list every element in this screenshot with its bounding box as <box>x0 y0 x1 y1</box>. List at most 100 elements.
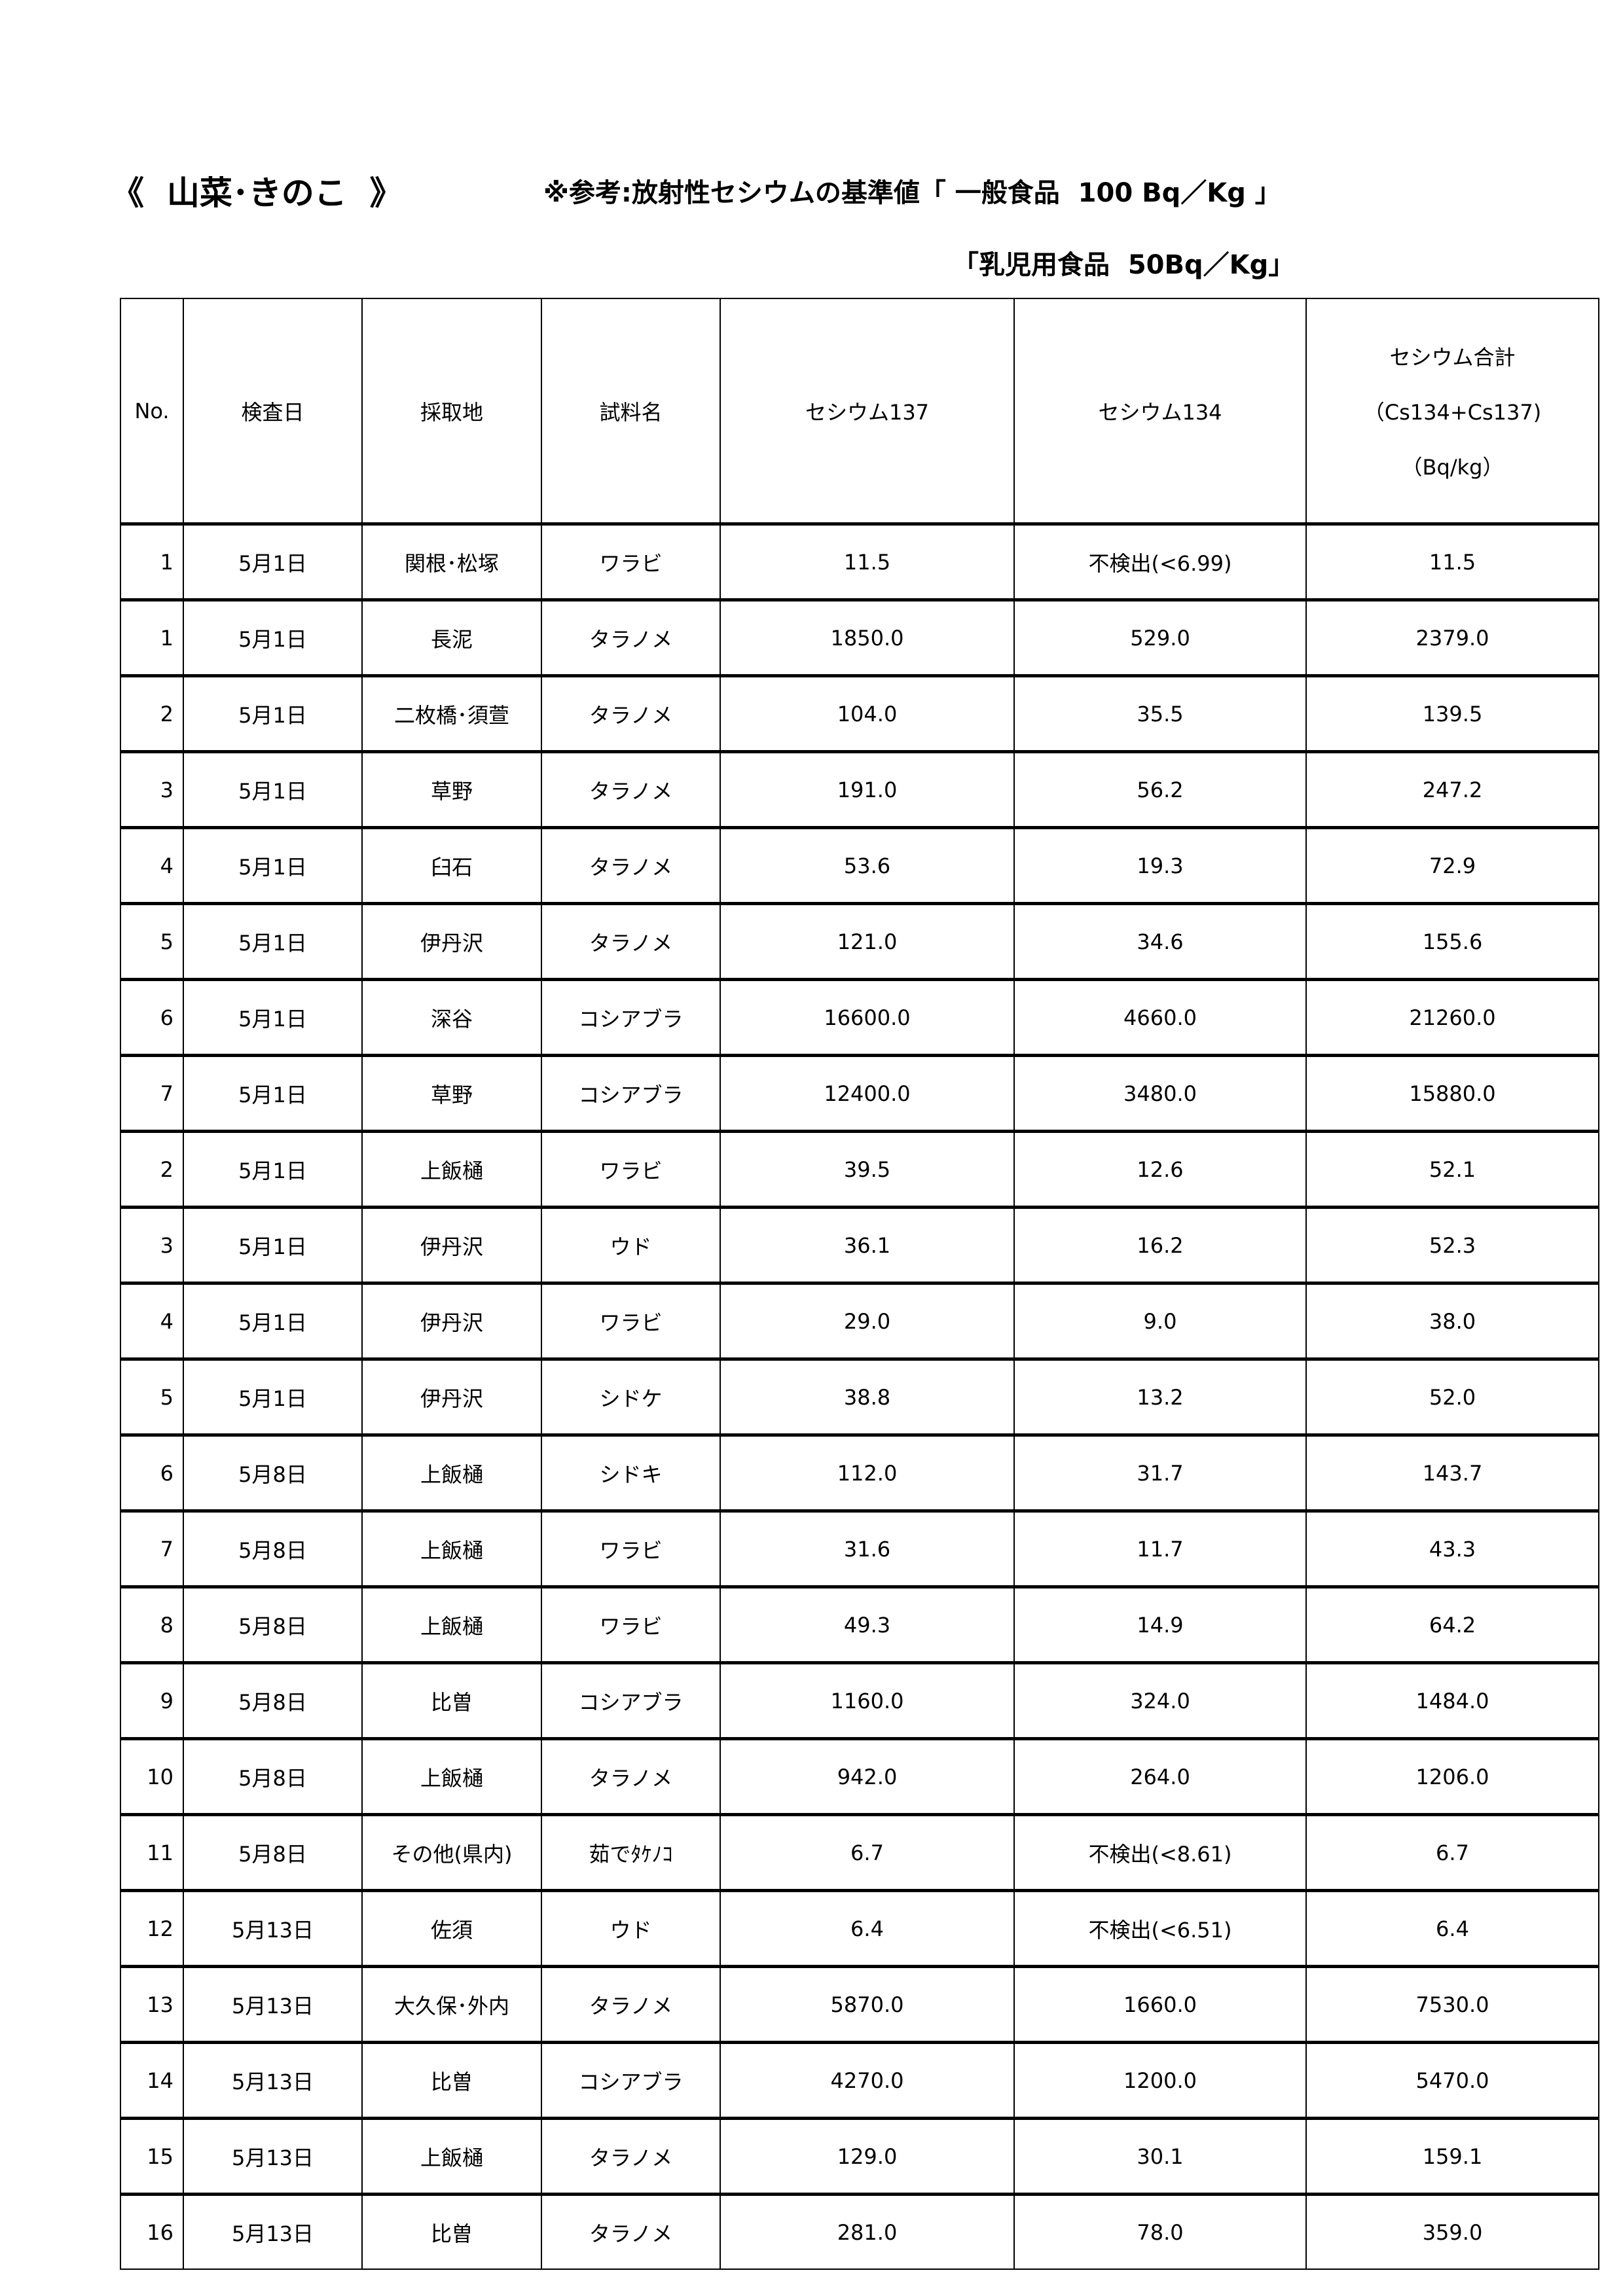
header-cs134: セシウム134 <box>1013 298 1307 525</box>
cell-cs134: 14.9 <box>1013 1585 1307 1664</box>
cell-total: 7530.0 <box>1305 1965 1599 2043</box>
cell-no: 6 <box>120 1433 184 1512</box>
table-row: 5 5月1日 伊丹沢 シドケ 38.8 13.2 52.0 <box>120 1357 1599 1436</box>
cell-sample: タラノメ <box>541 750 721 829</box>
cell-location: 大久保･外内 <box>361 1965 542 2043</box>
cell-cs137: 1850.0 <box>720 598 1015 677</box>
cell-location: 関根･松塚 <box>361 522 542 601</box>
cell-location: 長泥 <box>361 598 542 677</box>
cell-cs137: 49.3 <box>720 1585 1015 1664</box>
cell-cs134: 324.0 <box>1013 1661 1307 1740</box>
cell-no: 3 <box>120 750 184 829</box>
cell-no: 7 <box>120 1509 184 1588</box>
cell-total: 6.7 <box>1305 1813 1599 1892</box>
cell-location: 上飯樋 <box>361 1737 542 1816</box>
cell-cs137: 104.0 <box>720 674 1015 753</box>
cell-total: 38.0 <box>1305 1282 1599 1360</box>
cell-date: 5月8日 <box>183 1585 363 1664</box>
cell-cs134: 12.6 <box>1013 1130 1307 1208</box>
table-row: 4 5月1日 伊丹沢 ワラビ 29.0 9.0 38.0 <box>120 1282 1599 1360</box>
table-row: 15 5月13日 上飯樋 タラノメ 129.0 30.1 159.1 <box>120 2117 1599 2195</box>
cell-cs134: 4660.0 <box>1013 978 1307 1056</box>
cell-no: 3 <box>120 1206 184 1284</box>
cesium-results-table: No. 検査日 採取地 試料名 セシウム137 セシウム134 セシウム合計 （… <box>120 298 1599 2270</box>
cell-date: 5月1日 <box>183 1054 363 1132</box>
cell-location: 伊丹沢 <box>361 1282 542 1360</box>
cell-sample: シドケ <box>541 1357 721 1436</box>
cell-no: 9 <box>120 1661 184 1740</box>
cell-cs134: 529.0 <box>1013 598 1307 677</box>
cell-date: 5月1日 <box>183 902 363 980</box>
cell-date: 5月8日 <box>183 1433 363 1512</box>
cell-location: 上飯樋 <box>361 1509 542 1588</box>
cell-date: 5月1日 <box>183 1357 363 1436</box>
header-date: 検査日 <box>183 298 363 525</box>
table-row: 3 5月1日 伊丹沢 ウド 36.1 16.2 52.3 <box>120 1206 1599 1284</box>
cell-location: 比曽 <box>361 2193 542 2270</box>
cell-date: 5月8日 <box>183 1737 363 1816</box>
cell-cs137: 942.0 <box>720 1737 1015 1816</box>
table-row: 5 5月1日 伊丹沢 タラノメ 121.0 34.6 155.6 <box>120 902 1599 980</box>
cell-cs137: 12400.0 <box>720 1054 1015 1132</box>
cell-no: 14 <box>120 2041 184 2119</box>
reference-general-food: ※参考:放射性セシウムの基準値「 一般食品 100 Bq／Kg 」 <box>543 178 1281 208</box>
cell-date: 5月8日 <box>183 1509 363 1588</box>
cell-cs137: 1160.0 <box>720 1661 1015 1740</box>
cell-sample: タラノメ <box>541 902 721 980</box>
cell-no: 1 <box>120 522 184 601</box>
cell-total: 247.2 <box>1305 750 1599 829</box>
cell-location: 草野 <box>361 750 542 829</box>
table-row: 2 5月1日 二枚橋･須萱 タラノメ 104.0 35.5 139.5 <box>120 674 1599 753</box>
cell-location: 比曽 <box>361 2041 542 2119</box>
cell-total: 43.3 <box>1305 1509 1599 1588</box>
header-total: セシウム合計 （Cs134+Cs137) （Bq/kg） <box>1305 298 1599 525</box>
cell-total: 5470.0 <box>1305 2041 1599 2119</box>
cell-total: 2379.0 <box>1305 598 1599 677</box>
cell-location: 上飯樋 <box>361 2117 542 2195</box>
cell-location: その他(県内) <box>361 1813 542 1892</box>
table-row: 11 5月8日 その他(県内) 茹でﾀｹﾉｺ 6.7 不検出(<8.61) 6.7 <box>120 1813 1599 1892</box>
cell-total: 139.5 <box>1305 674 1599 753</box>
cell-location: 深谷 <box>361 978 542 1056</box>
cell-total: 1484.0 <box>1305 1661 1599 1740</box>
cell-sample: コシアブラ <box>541 978 721 1056</box>
cell-total: 15880.0 <box>1305 1054 1599 1132</box>
table-row: 3 5月1日 草野 タラノメ 191.0 56.2 247.2 <box>120 750 1599 829</box>
cell-date: 5月1日 <box>183 674 363 753</box>
cell-location: 比曽 <box>361 1661 542 1740</box>
cell-date: 5月1日 <box>183 1130 363 1208</box>
cell-total: 155.6 <box>1305 902 1599 980</box>
cell-no: 2 <box>120 674 184 753</box>
cell-date: 5月13日 <box>183 1889 363 1967</box>
cell-location: 臼石 <box>361 826 542 905</box>
cell-no: 4 <box>120 1282 184 1360</box>
cell-cs137: 39.5 <box>720 1130 1015 1208</box>
cell-date: 5月13日 <box>183 2041 363 2119</box>
cell-cs134: 11.7 <box>1013 1509 1307 1588</box>
cell-no: 7 <box>120 1054 184 1132</box>
cell-date: 5月1日 <box>183 1206 363 1284</box>
cell-date: 5月13日 <box>183 2117 363 2195</box>
cell-sample: シドキ <box>541 1433 721 1512</box>
table-row: 12 5月13日 佐須 ウド 6.4 不検出(<6.51) 6.4 <box>120 1889 1599 1967</box>
cell-total: 143.7 <box>1305 1433 1599 1512</box>
cell-no: 5 <box>120 902 184 980</box>
cell-total: 52.1 <box>1305 1130 1599 1208</box>
cell-cs137: 53.6 <box>720 826 1015 905</box>
cell-no: 11 <box>120 1813 184 1892</box>
table-row: 6 5月1日 深谷 コシアブラ 16600.0 4660.0 21260.0 <box>120 978 1599 1056</box>
reference-infant-food: 「乳児用食品 50Bq／Kg」 <box>953 250 1295 280</box>
cell-total: 359.0 <box>1305 2193 1599 2270</box>
cell-location: 伊丹沢 <box>361 902 542 980</box>
cell-no: 6 <box>120 978 184 1056</box>
cell-cs137: 29.0 <box>720 1282 1015 1360</box>
cell-no: 12 <box>120 1889 184 1967</box>
cell-cs134: 35.5 <box>1013 674 1307 753</box>
cell-cs137: 16600.0 <box>720 978 1015 1056</box>
cell-cs137: 4270.0 <box>720 2041 1015 2119</box>
cell-cs134: 不検出(<6.99) <box>1013 522 1307 601</box>
cell-cs134: 不検出(<8.61) <box>1013 1813 1307 1892</box>
cell-cs137: 6.7 <box>720 1813 1015 1892</box>
header-total-line1: セシウム合計 <box>1389 344 1516 370</box>
cell-location: 二枚橋･須萱 <box>361 674 542 753</box>
